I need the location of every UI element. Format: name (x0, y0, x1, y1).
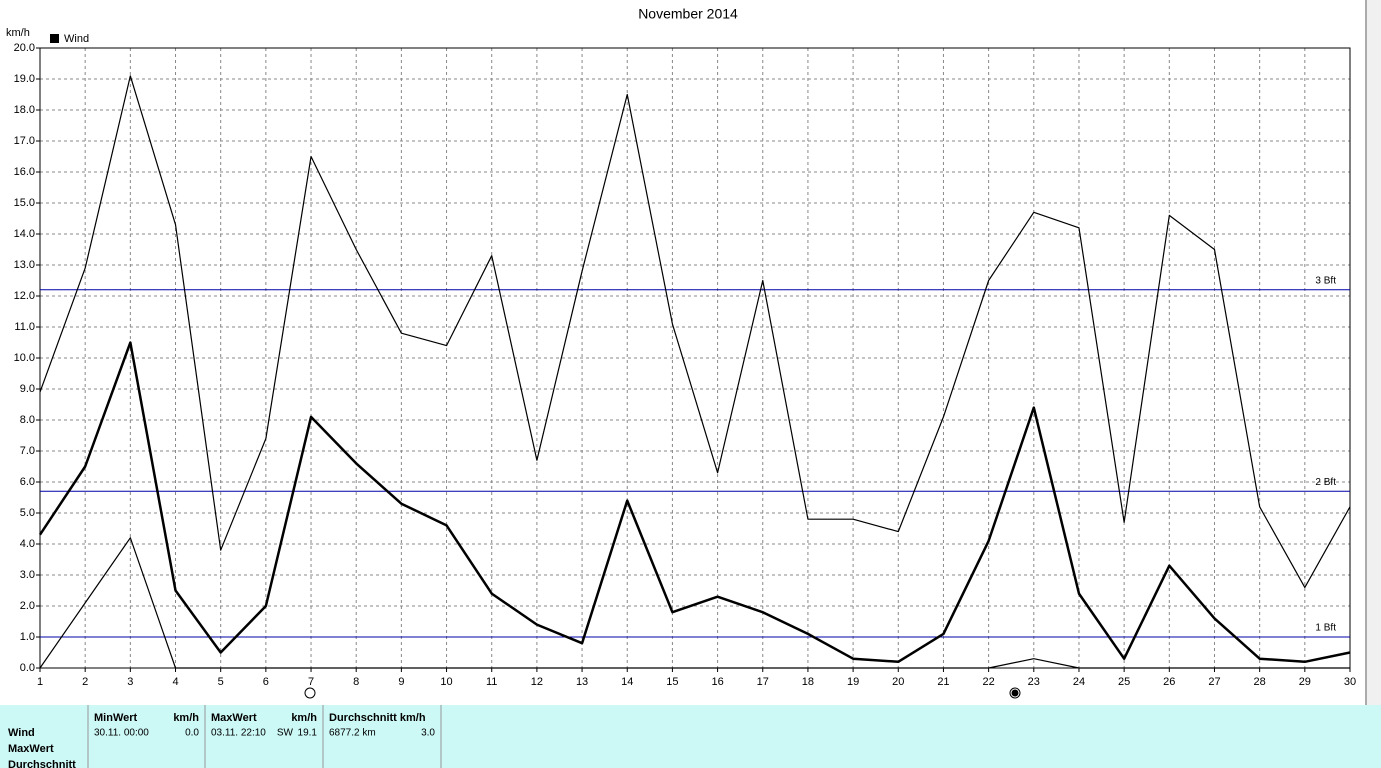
y-tick-label: 13.0 (14, 259, 35, 271)
series-line (38, 341, 1351, 664)
series-line (39, 537, 1350, 669)
x-tick-label: 27 (1208, 676, 1220, 688)
x-tick-label: 9 (398, 676, 404, 688)
x-tick-label: 7 (308, 676, 314, 688)
y-tick-label: 16.0 (14, 166, 35, 178)
y-tick-label: 7.0 (20, 445, 35, 457)
y-tick-label: 1.0 (20, 631, 35, 643)
x-tick-label: 14 (621, 676, 633, 688)
legend-swatch (50, 34, 59, 43)
side-panel (1365, 0, 1381, 705)
x-tick-label: 8 (353, 676, 359, 688)
x-tick-label: 20 (892, 676, 904, 688)
summary-cell: 30.11. 00:00 (94, 728, 149, 739)
x-tick-label: 17 (757, 676, 769, 688)
x-tick-label: 13 (576, 676, 588, 688)
x-tick-label: 18 (802, 676, 814, 688)
y-tick-label: 18.0 (14, 104, 35, 116)
legend-label: Wind (64, 33, 89, 45)
x-tick-label: 4 (172, 676, 178, 688)
summary-cell: 0.0 (185, 728, 199, 739)
y-tick-label: 10.0 (14, 352, 35, 364)
column-unit: km/h (173, 712, 199, 724)
summary-cell: 6877.2 km (329, 728, 376, 739)
x-tick-label: 1 (37, 676, 43, 688)
x-tick-label: 6 (263, 676, 269, 688)
x-tick-label: 22 (982, 676, 994, 688)
y-tick-label: 15.0 (14, 197, 35, 209)
y-tick-label: 12.0 (14, 290, 35, 302)
x-tick-label: 25 (1118, 676, 1130, 688)
y-tick-label: 3.0 (20, 569, 35, 581)
y-tick-label: 5.0 (20, 507, 35, 519)
series-line (39, 75, 1351, 588)
x-tick-label: 15 (666, 676, 678, 688)
y-tick-label: 19.0 (14, 73, 35, 85)
x-tick-label: 26 (1163, 676, 1175, 688)
y-tick-label: 17.0 (14, 135, 35, 147)
column-title: MinWert (94, 712, 138, 724)
x-tick-label: 23 (1028, 676, 1040, 688)
x-tick-label: 24 (1073, 676, 1085, 688)
column-title: MaxWert (211, 712, 257, 724)
row-label: Wind (8, 727, 35, 739)
row-label: Durchschnitt (8, 759, 76, 768)
reference-label: 3 Bft (1315, 275, 1336, 286)
summary-cell: 03.11. 22:10 (211, 728, 266, 739)
x-tick-label: 29 (1299, 676, 1311, 688)
x-tick-label: 21 (937, 676, 949, 688)
summary-cell: SW (277, 728, 294, 739)
x-tick-label: 3 (127, 676, 133, 688)
summary-panel (0, 705, 1381, 768)
x-tick-label: 19 (847, 676, 859, 688)
x-tick-label: 12 (531, 676, 543, 688)
y-tick-label: 14.0 (14, 228, 35, 240)
y-tick-label: 6.0 (20, 476, 35, 488)
x-tick-label: 2 (82, 676, 88, 688)
x-tick-label: 16 (711, 676, 723, 688)
y-tick-label: 20.0 (14, 42, 35, 54)
column-unit: km/h (291, 712, 317, 724)
y-tick-label: 4.0 (20, 538, 35, 550)
reference-label: 1 Bft (1315, 623, 1336, 634)
x-tick-label: 30 (1344, 676, 1356, 688)
moon-new (1011, 689, 1019, 697)
column-title: Durchschnitt km/h (329, 712, 426, 724)
y-tick-label: 2.0 (20, 600, 35, 612)
y-axis-label: km/h (6, 27, 30, 39)
chart-title: November 2014 (638, 6, 738, 22)
y-tick-label: 11.0 (14, 321, 35, 333)
y-tick-label: 0.0 (20, 662, 35, 674)
x-tick-label: 11 (486, 676, 497, 688)
x-tick-label: 28 (1254, 676, 1266, 688)
moon-full (304, 687, 316, 699)
reference-label: 2 Bft (1315, 477, 1336, 488)
x-tick-label: 10 (440, 676, 452, 688)
y-tick-label: 8.0 (20, 414, 35, 426)
summary-cell: 19.1 (298, 728, 318, 739)
y-tick-label: 9.0 (20, 383, 35, 395)
row-label: MaxWert (8, 743, 54, 755)
summary-cell: 3.0 (421, 728, 435, 739)
x-tick-label: 5 (218, 676, 224, 688)
